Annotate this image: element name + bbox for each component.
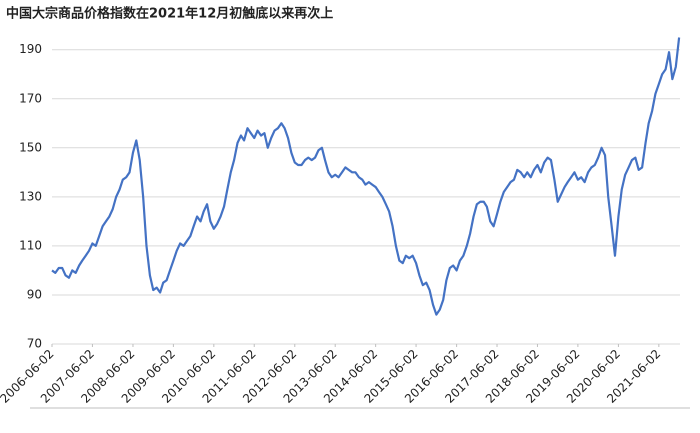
y-tick-label: 110 — [19, 238, 42, 252]
y-tick-label: 150 — [19, 140, 42, 154]
y-tick-label: 130 — [19, 189, 42, 203]
line-series — [51, 37, 681, 316]
y-tick-label: 90 — [27, 287, 42, 301]
y-tick-label: 190 — [19, 42, 42, 56]
y-tick-label: 70 — [27, 337, 42, 351]
chart-title: 中国大宗商品价格指数在2021年12月初触底以来再次上 — [6, 6, 333, 22]
y-tick-label: 170 — [19, 91, 42, 105]
